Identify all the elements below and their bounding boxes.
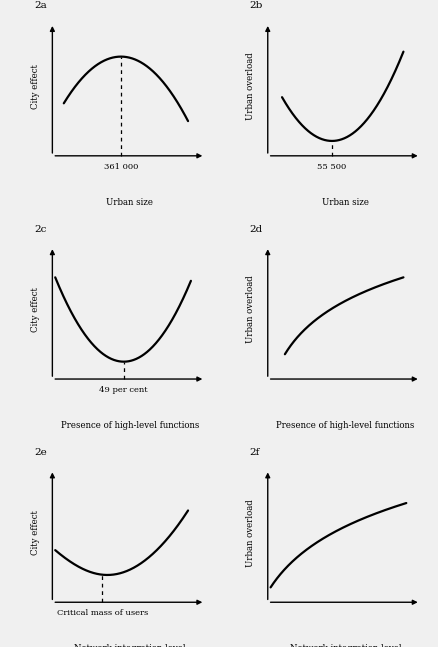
Text: 2c: 2c	[34, 225, 46, 234]
Text: Urban size: Urban size	[322, 198, 369, 207]
Text: City effect: City effect	[31, 510, 40, 555]
Text: Critical mass of users: Critical mass of users	[57, 609, 148, 617]
Text: 2d: 2d	[249, 225, 262, 234]
Text: Urban overload: Urban overload	[247, 499, 255, 567]
Text: Urban size: Urban size	[106, 198, 153, 207]
Text: Network integration level: Network integration level	[74, 644, 186, 647]
Text: City effect: City effect	[31, 287, 40, 332]
Text: 49 per cent: 49 per cent	[99, 386, 148, 394]
Text: Presence of high-level functions: Presence of high-level functions	[276, 421, 414, 430]
Text: 2f: 2f	[249, 448, 260, 457]
Text: Network integration level: Network integration level	[290, 644, 401, 647]
Text: Urban overload: Urban overload	[247, 276, 255, 344]
Text: 55 500: 55 500	[318, 162, 346, 171]
Text: 2a: 2a	[34, 1, 46, 10]
Text: 2e: 2e	[34, 448, 46, 457]
Text: Urban overload: Urban overload	[247, 52, 255, 120]
Text: City effect: City effect	[31, 64, 40, 109]
Text: 2b: 2b	[249, 1, 263, 10]
Text: Presence of high-level functions: Presence of high-level functions	[61, 421, 199, 430]
Text: 361 000: 361 000	[104, 162, 138, 171]
